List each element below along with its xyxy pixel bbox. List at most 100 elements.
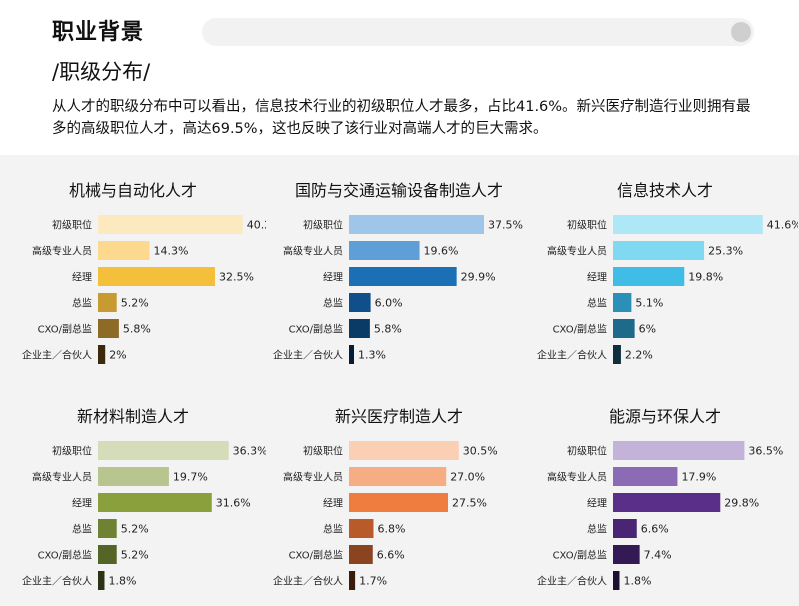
bar bbox=[613, 215, 763, 234]
category-label: 企业主／合伙人 bbox=[22, 349, 92, 362]
category-label: CXO/副总监 bbox=[553, 323, 607, 336]
chart-panel-medical: 新兴医疗制造人才 初级职位 30.5% 高级专业人员 27.0% 经理 27.5% 总监 6.… bbox=[266, 381, 532, 606]
chart-panel-energy: 能源与环保人才 初级职位 36.5% 高级专业人员 17.9% 经理 29.8% 总监 6.6… bbox=[532, 381, 798, 606]
category-label: 经理 bbox=[72, 271, 92, 284]
value-label: 27.5% bbox=[452, 497, 487, 510]
description-text: 从人才的职级分布中可以看出，信息技术行业的初级职位人才最多，占比41.6%。新兴… bbox=[52, 99, 751, 137]
value-label: 1.8% bbox=[108, 575, 136, 588]
bar-chart-svg: 初级职位 30.5% 高级专业人员 27.0% 经理 27.5% 总监 6.8% CXO/副总监… bbox=[273, 441, 498, 590]
bar bbox=[349, 519, 374, 538]
bar bbox=[349, 345, 354, 364]
chart-panel-materials: 新材料制造人才 初级职位 36.3% 高级专业人员 19.7% 经理 31.6% 总监 5.2… bbox=[0, 381, 266, 606]
page-subtitle: /职级分布/ bbox=[52, 60, 151, 84]
bar bbox=[349, 215, 484, 234]
bar-chart-svg: 初级职位 36.5% 高级专业人员 17.9% 经理 29.8% 总监 6.6% CXO/副总监… bbox=[537, 441, 783, 590]
bar bbox=[98, 345, 106, 364]
bar bbox=[98, 467, 169, 486]
value-label: 6.6% bbox=[377, 549, 405, 562]
value-label: 17.9% bbox=[681, 471, 716, 484]
value-label: 40.2% bbox=[247, 219, 266, 232]
bar bbox=[98, 241, 150, 260]
value-label: 2% bbox=[109, 349, 126, 362]
chart-title: 能源与环保人才 bbox=[608, 407, 721, 426]
bar bbox=[349, 545, 373, 564]
value-label: 6.0% bbox=[375, 297, 403, 310]
category-label: 高级专业人员 bbox=[283, 245, 343, 258]
value-label: 41.6% bbox=[767, 219, 798, 232]
value-label: 37.5% bbox=[488, 219, 523, 232]
value-label: 31.6% bbox=[216, 497, 251, 510]
category-label: 初级职位 bbox=[567, 219, 607, 232]
value-label: 2.2% bbox=[625, 349, 653, 362]
bar bbox=[98, 571, 105, 590]
category-label: 高级专业人员 bbox=[547, 471, 607, 484]
category-label: 高级专业人员 bbox=[32, 245, 92, 258]
bar bbox=[349, 267, 457, 286]
value-label: 6.8% bbox=[377, 523, 405, 536]
value-label: 19.7% bbox=[173, 471, 208, 484]
category-label: 初级职位 bbox=[52, 445, 92, 458]
chart-title: 机械与自动化人才 bbox=[68, 181, 197, 200]
category-label: 总监 bbox=[587, 297, 607, 310]
page-title: 职业背景 bbox=[52, 20, 145, 45]
value-label: 5.8% bbox=[374, 323, 402, 336]
bar bbox=[349, 571, 356, 590]
bar bbox=[349, 493, 448, 512]
value-label: 5.2% bbox=[121, 549, 149, 562]
bar bbox=[613, 441, 745, 460]
category-label: 总监 bbox=[323, 297, 343, 310]
value-label: 5.2% bbox=[121, 297, 149, 310]
category-label: 企业主／合伙人 bbox=[22, 575, 92, 588]
value-label: 14.3% bbox=[153, 245, 188, 258]
value-label: 36.5% bbox=[748, 445, 783, 458]
value-label: 5.8% bbox=[123, 323, 151, 336]
category-label: 经理 bbox=[587, 497, 607, 510]
category-label: 初级职位 bbox=[303, 219, 343, 232]
bar bbox=[613, 571, 620, 590]
bar bbox=[98, 215, 243, 234]
bar bbox=[98, 441, 229, 460]
category-label: 高级专业人员 bbox=[283, 471, 343, 484]
chart-panel-defense: 国防与交通运输设备制造人才 初级职位 37.5% 高级专业人员 19.6% 经理 29.9… bbox=[266, 155, 532, 380]
category-label: CXO/副总监 bbox=[38, 549, 92, 562]
value-label: 25.3% bbox=[708, 245, 743, 258]
bar-chart-svg: 初级职位 36.3% 高级专业人员 19.7% 经理 31.6% 总监 5.2% CXO/副总监… bbox=[22, 441, 266, 590]
bar bbox=[613, 493, 721, 512]
category-label: 初级职位 bbox=[567, 445, 607, 458]
value-label: 27.0% bbox=[450, 471, 485, 484]
value-label: 6.6% bbox=[641, 523, 669, 536]
bar-chart-svg: 初级职位 41.6% 高级专业人员 25.3% 经理 19.8% 总监 5.1% CXO/副总监… bbox=[537, 215, 798, 364]
value-label: 19.8% bbox=[688, 271, 723, 284]
category-label: 经理 bbox=[72, 497, 92, 510]
category-label: 企业主／合伙人 bbox=[273, 349, 343, 362]
bar bbox=[613, 519, 637, 538]
category-label: 经理 bbox=[323, 271, 343, 284]
chart-title: 信息技术人才 bbox=[616, 181, 713, 200]
bar bbox=[613, 467, 678, 486]
bar bbox=[349, 441, 459, 460]
value-label: 5.1% bbox=[635, 297, 663, 310]
value-label: 29.9% bbox=[461, 271, 496, 284]
chart-title: 国防与交通运输设备制造人才 bbox=[294, 181, 503, 200]
category-label: 总监 bbox=[323, 523, 343, 536]
progress-track bbox=[202, 18, 754, 46]
bar bbox=[349, 467, 447, 486]
bar bbox=[613, 241, 705, 260]
bar bbox=[349, 241, 420, 260]
chart-panel-it: 信息技术人才 初级职位 41.6% 高级专业人员 25.3% 经理 19.8% 总监 5.1%… bbox=[532, 155, 798, 380]
bar bbox=[98, 293, 117, 312]
category-label: 经理 bbox=[587, 271, 607, 284]
chart-title: 新兴医疗制造人才 bbox=[334, 407, 463, 426]
bar bbox=[98, 493, 212, 512]
value-label: 5.2% bbox=[121, 523, 149, 536]
category-label: 总监 bbox=[587, 523, 607, 536]
value-label: 32.5% bbox=[219, 271, 254, 284]
value-label: 1.3% bbox=[358, 349, 386, 362]
category-label: 总监 bbox=[72, 297, 92, 310]
value-label: 7.4% bbox=[644, 549, 672, 562]
bar bbox=[613, 345, 621, 364]
header-section: 职业背景 /职级分布/ 从人才的职级分布中可以看出，信息技术行业的初级职位人才最… bbox=[0, 0, 799, 155]
category-label: CXO/副总监 bbox=[38, 323, 92, 336]
bar bbox=[98, 545, 117, 564]
bar bbox=[349, 293, 371, 312]
